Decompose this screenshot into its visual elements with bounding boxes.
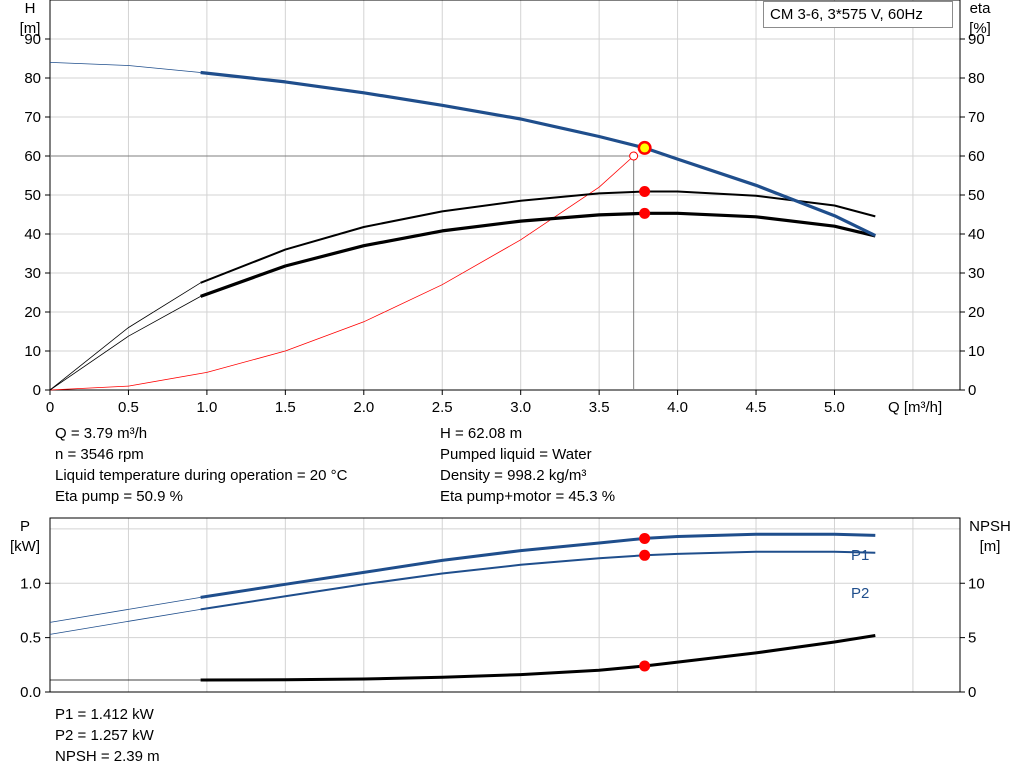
p2-curve	[200, 550, 876, 611]
y-right-axis-label: eta	[970, 0, 992, 17]
info-npsh: NPSH = 2.39 m	[55, 748, 160, 765]
y-right-tick-label: 60	[968, 148, 985, 165]
eta-pump-motor-curve	[200, 211, 876, 298]
info-temperature: Liquid temperature during operation = 20…	[55, 467, 348, 484]
duty-point-lower	[639, 549, 651, 561]
power-tick-label: 0.5	[20, 630, 41, 647]
x-tick-label: 0	[46, 399, 54, 416]
y-right-tick-label: 80	[968, 70, 985, 87]
info-eta-pump: Eta pump = 50.9 %	[55, 488, 183, 505]
y-left-tick-label: 80	[24, 70, 41, 87]
y-left-tick-label: 40	[24, 226, 41, 243]
y-right-tick-label: 70	[968, 109, 985, 126]
system-curve	[49, 155, 634, 391]
p1-series-label: P1	[851, 547, 869, 564]
npsh-axis-unit: [m]	[980, 538, 1001, 555]
y-left-tick-label: 10	[24, 343, 41, 360]
y-right-tick-label: 10	[968, 343, 985, 360]
p2-series-label: P2	[851, 585, 869, 602]
npsh-tick-label: 0	[968, 684, 976, 701]
p2-curve-extension	[49, 609, 201, 635]
info-p1: P1 = 1.412 kW	[55, 706, 154, 723]
y-left-tick-label: 20	[24, 304, 41, 321]
duty-point-efficiency	[639, 207, 651, 219]
npsh-curve	[200, 634, 876, 682]
chart-title-box: CM 3-6, 3*575 V, 60Hz	[763, 1, 953, 28]
npsh-axis-label: NPSH	[969, 518, 1011, 535]
duty-point-efficiency	[639, 185, 651, 197]
power-axis-unit: [kW]	[10, 538, 40, 555]
y-right-tick-label: 20	[968, 304, 985, 321]
npsh-tick-label: 5	[968, 630, 976, 647]
info-liquid: Pumped liquid = Water	[440, 446, 592, 463]
lower-plot-frame	[49, 517, 961, 693]
x-tick-label: 1.0	[196, 399, 217, 416]
y-right-tick-label: 50	[968, 187, 985, 204]
head-curve	[200, 70, 877, 238]
eta-pump-curve-extension	[49, 282, 201, 391]
eta-pump-curve	[200, 190, 876, 284]
lower-info: P1 = 1.412 kW P2 = 1.257 kW NPSH = 2.39 …	[55, 704, 160, 767]
eta-pump-motor-curve-extension	[49, 296, 201, 391]
duty-point-head	[640, 143, 650, 153]
setpoint-marker	[629, 151, 639, 161]
upper-info-right: H = 62.08 m Pumped liquid = Water Densit…	[440, 423, 615, 507]
y-right-axis-unit: [%]	[969, 20, 991, 37]
x-tick-label: 3.5	[589, 399, 610, 416]
y-left-tick-label: 30	[24, 265, 41, 282]
info-speed: n = 3546 rpm	[55, 446, 144, 463]
head-curve-extension	[49, 62, 201, 73]
info-density: Density = 998.2 kg/m³	[440, 467, 587, 484]
x-tick-label: 0.5	[118, 399, 139, 416]
upper-info-left: Q = 3.79 m³/h n = 3546 rpm Liquid temper…	[55, 423, 347, 507]
duty-point-lower	[639, 532, 651, 544]
y-right-tick-label: 30	[968, 265, 985, 282]
p1-curve-extension	[49, 597, 201, 623]
x-tick-label: 4.5	[746, 399, 767, 416]
power-tick-label: 0.0	[20, 684, 41, 701]
x-axis-label: Q [m³/h]	[888, 399, 942, 416]
y-left-tick-label: 60	[24, 148, 41, 165]
y-right-tick-label: 0	[968, 382, 976, 399]
y-left-tick-label: 50	[24, 187, 41, 204]
x-tick-label: 3.0	[510, 399, 531, 416]
x-tick-label: 2.0	[353, 399, 374, 416]
y-left-axis-label: H	[25, 0, 36, 17]
info-head: H = 62.08 m	[440, 425, 523, 442]
npsh-tick-label: 10	[968, 575, 985, 592]
duty-point-lower	[639, 660, 651, 672]
info-p2: P2 = 1.257 kW	[55, 727, 154, 744]
x-tick-label: 5.0	[824, 399, 845, 416]
x-tick-label: 2.5	[432, 399, 453, 416]
chart-title: CM 3-6, 3*575 V, 60Hz	[770, 6, 923, 23]
power-tick-label: 1.0	[20, 575, 41, 592]
p1-curve	[200, 532, 876, 599]
x-tick-label: 1.5	[275, 399, 296, 416]
y-left-axis-unit: [m]	[20, 20, 41, 37]
y-left-tick-label: 90	[24, 31, 41, 48]
y-left-tick-label: 0	[33, 382, 41, 399]
y-right-tick-label: 40	[968, 226, 985, 243]
y-right-tick-label: 90	[968, 31, 985, 48]
x-tick-label: 4.0	[667, 399, 688, 416]
power-axis-label: P	[20, 518, 30, 535]
info-flow: Q = 3.79 m³/h	[55, 425, 148, 442]
y-left-tick-label: 70	[24, 109, 41, 126]
info-eta-pump-motor: Eta pump+motor = 45.3 %	[440, 488, 616, 505]
